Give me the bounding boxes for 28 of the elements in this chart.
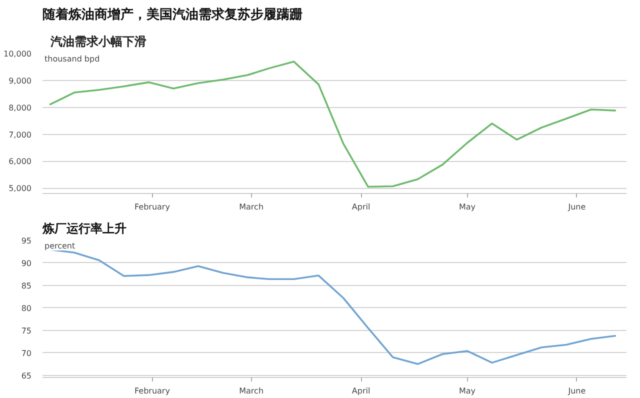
- y-tick-label: 8,000: [8, 103, 32, 112]
- y-tick-label: 9,000: [8, 76, 32, 86]
- chart-title: 炼厂运行率上升: [42, 222, 126, 236]
- x-tick-label: April: [352, 386, 370, 396]
- x-tick-label: June: [567, 202, 586, 212]
- y-tick-label: 85: [21, 281, 32, 290]
- y-tick-label: 70: [21, 348, 32, 358]
- x-tick-label: March: [239, 202, 264, 212]
- x-tick-label: February: [134, 202, 170, 212]
- x-tick-label: March: [239, 386, 264, 396]
- y-axis-title: percent: [44, 242, 76, 250]
- y-tick-label: 7,000: [8, 130, 32, 140]
- y-tick-label: 6,000: [8, 157, 32, 166]
- chart-title: 随着炼油商增产，美国汽油需求复苏步履蹒跚: [42, 6, 302, 22]
- y-tick-label: 90: [21, 258, 32, 268]
- y-tick-label: 80: [21, 304, 32, 313]
- y-axis-title: thousand bpd: [44, 54, 100, 64]
- x-tick-label: June: [567, 386, 586, 396]
- y-tick-label: 65: [21, 371, 32, 380]
- x-tick-label: April: [352, 202, 370, 212]
- x-tick-label: May: [458, 202, 476, 212]
- x-tick-label: May: [458, 386, 476, 396]
- y-tick-label: 95: [21, 236, 32, 246]
- y-tick-label: 10,000: [4, 50, 32, 58]
- x-tick-label: February: [134, 386, 170, 396]
- y-tick-label: 5,000: [8, 184, 32, 194]
- chart-subtitle: 汽油需求小幅下滑: [50, 34, 146, 48]
- y-tick-label: 75: [21, 326, 32, 336]
